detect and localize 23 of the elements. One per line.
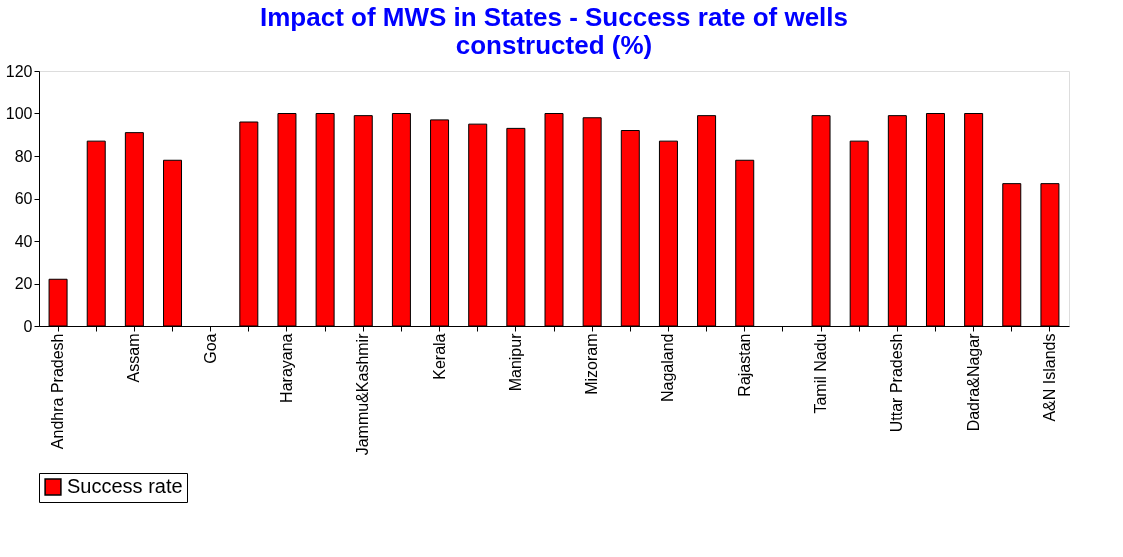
x-tick-label: Mizoram — [583, 333, 601, 395]
x-tick-label: Kerala — [430, 333, 448, 380]
x-tick-label: Uttar Pradesh — [888, 333, 906, 433]
x-tick-label: Nagaland — [659, 333, 677, 402]
chart-title: Impact of MWS in States - Success rate of wells constructed (%) — [259, 2, 849, 60]
x-tick-label: Dadra&Nagar — [964, 332, 982, 432]
x-tick-label: Assam — [125, 333, 143, 383]
y-tick-label: 120 — [5, 62, 33, 80]
x-tick-label: Manipur — [506, 332, 524, 392]
x-tick-label: Tamil Nadu — [812, 333, 830, 414]
y-tick-label: 0 — [23, 317, 33, 335]
x-tick-label: A&N Islands — [1040, 333, 1058, 422]
y-tick-label: 80 — [14, 147, 33, 165]
x-tick-label: Rajastan — [735, 333, 753, 397]
y-tick-label: 100 — [5, 105, 33, 122]
legend-label: Success rate — [67, 475, 183, 497]
x-tick-label: Goa — [201, 333, 219, 364]
y-tick-label: 40 — [14, 232, 33, 250]
x-tick-label: Andhra Pradesh — [49, 333, 67, 450]
y-tick-label: 20 — [14, 275, 33, 292]
y-tick-label: 60 — [14, 190, 33, 207]
x-tick-label: Harayana — [277, 333, 295, 403]
x-tick-label: Jammu&Kashmir — [354, 332, 372, 456]
